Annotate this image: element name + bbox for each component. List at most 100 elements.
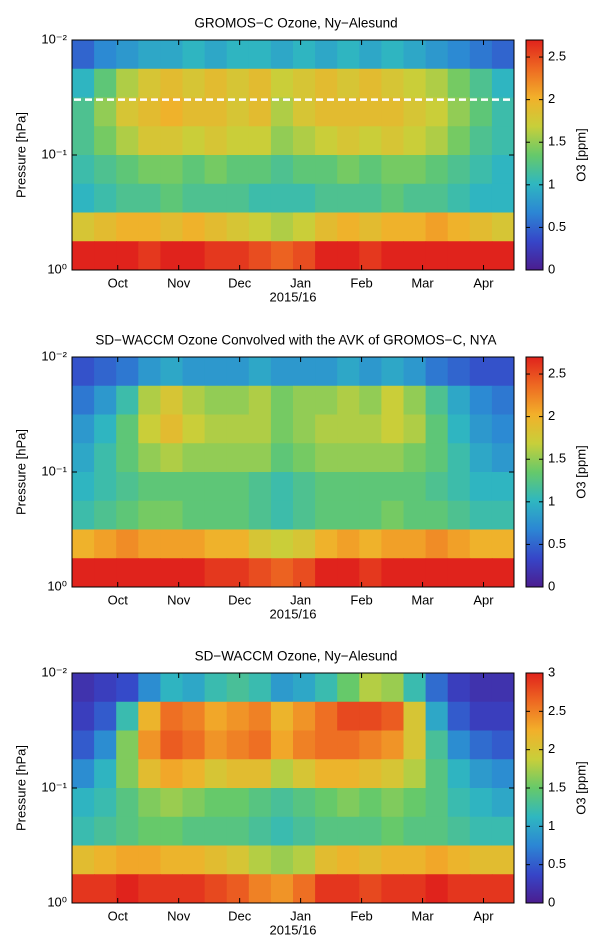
heatmap-cell: [116, 701, 139, 731]
heatmap-cell: [447, 730, 471, 760]
heatmap-cell: [447, 500, 471, 530]
heatmap-cell: [72, 558, 95, 588]
heatmap-cell: [315, 68, 338, 98]
heatmap-cell: [72, 357, 95, 387]
heatmap-cell: [182, 68, 206, 98]
heatmap-cell: [293, 759, 316, 789]
heatmap-cell: [138, 816, 161, 846]
heatmap-cell: [72, 68, 95, 98]
heatmap-cell: [204, 500, 228, 530]
heatmap-cell: [425, 443, 449, 473]
heatmap-cell: [204, 183, 228, 213]
heatmap-cell: [160, 212, 183, 242]
heatmap-cell: [447, 241, 471, 271]
heatmap-cell: [337, 385, 360, 415]
heatmap-cell: [160, 385, 183, 415]
heatmap-cell: [138, 529, 161, 559]
heatmap-cell: [204, 212, 228, 242]
heatmap-cell: [491, 68, 515, 98]
heatmap-cell: [204, 241, 228, 271]
heatmap-cell: [315, 126, 338, 156]
heatmap-cell: [381, 357, 404, 387]
heatmap-cell: [94, 357, 117, 387]
heatmap-cell: [359, 701, 382, 731]
y-tick-label: 10⁻²: [41, 664, 67, 679]
heatmap-cell: [182, 40, 206, 70]
heatmap-cell: [447, 816, 471, 846]
heatmap-cell: [381, 500, 404, 530]
heatmap-cell: [204, 155, 228, 185]
heatmap-cell: [469, 155, 493, 185]
heatmap-cell: [469, 558, 493, 588]
heatmap-cell: [469, 241, 493, 271]
heatmap-cell: [337, 673, 360, 703]
heatmap-cell: [403, 183, 427, 213]
heatmap-cell: [226, 788, 250, 818]
heatmap-cell: [248, 673, 272, 703]
heatmap-cell: [425, 701, 449, 731]
x-tick-label: Apr: [473, 908, 494, 923]
heatmap-cell: [270, 155, 294, 185]
heatmap-cell: [160, 40, 183, 70]
heatmap-cell: [447, 673, 471, 703]
heatmap-cell: [270, 673, 294, 703]
heatmap-cell: [315, 759, 338, 789]
y-tick-label: 10⁻²: [41, 348, 67, 363]
x-tick-label: Oct: [108, 908, 129, 923]
heatmap-cell: [204, 529, 228, 559]
heatmap-cell: [72, 759, 95, 789]
heatmap-cell: [226, 40, 250, 70]
heatmap-cell: [359, 443, 382, 473]
heatmap-cell: [293, 500, 316, 530]
heatmap-cell: [160, 759, 183, 789]
heatmap-cell: [226, 529, 250, 559]
heatmap-cell: [469, 414, 493, 444]
y-tick-label: 10⁰: [47, 894, 67, 909]
heatmap-cell: [182, 673, 206, 703]
heatmap-cell: [248, 68, 272, 98]
heatmap-cell: [138, 97, 161, 127]
heatmap-cell: [315, 845, 338, 875]
x-tick-label: Oct: [108, 592, 129, 607]
heatmap-cell: [116, 730, 139, 760]
heatmap-cell: [270, 414, 294, 444]
heatmap-cell: [182, 730, 206, 760]
heatmap-cell: [491, 414, 515, 444]
heatmap-cell: [293, 788, 316, 818]
heatmap-cell: [226, 212, 250, 242]
heatmap-cell: [94, 558, 117, 588]
x-tick-label: Mar: [411, 592, 434, 607]
heatmap-cell: [160, 558, 183, 588]
heatmap-cell: [403, 529, 427, 559]
heatmap-cell: [425, 97, 449, 127]
heatmap-cell: [72, 701, 95, 731]
colorbar-tick-label: 0.5: [548, 856, 566, 871]
heatmap-cell: [359, 155, 382, 185]
heatmap-cell: [116, 874, 139, 904]
heatmap-cell: [72, 212, 95, 242]
heatmap-cell: [403, 558, 427, 588]
heatmap-cell: [138, 241, 161, 271]
x-tick-label: Jan: [290, 275, 311, 290]
heatmap-cell: [226, 414, 250, 444]
heatmap-cell: [337, 357, 360, 387]
heatmap-cell: [293, 357, 316, 387]
heatmap-cell: [182, 558, 206, 588]
heatmap-cell: [337, 558, 360, 588]
heatmap-cell: [491, 874, 515, 904]
heatmap-cell: [293, 126, 316, 156]
heatmap-cell: [72, 816, 95, 846]
heatmap-cell: [447, 40, 471, 70]
heatmap-cell: [204, 385, 228, 415]
heatmap-cell: [94, 68, 117, 98]
y-tick-label: 10⁰: [47, 578, 67, 593]
heatmap-cell: [204, 816, 228, 846]
heatmap-cell: [138, 701, 161, 731]
heatmap-cell: [469, 874, 493, 904]
heatmap-cell: [337, 472, 360, 502]
heatmap-cell: [204, 443, 228, 473]
heatmap-cell: [491, 155, 515, 185]
y-tick-label: 10⁻¹: [41, 146, 67, 161]
heatmap-cell: [403, 385, 427, 415]
heatmap-cell: [491, 443, 515, 473]
